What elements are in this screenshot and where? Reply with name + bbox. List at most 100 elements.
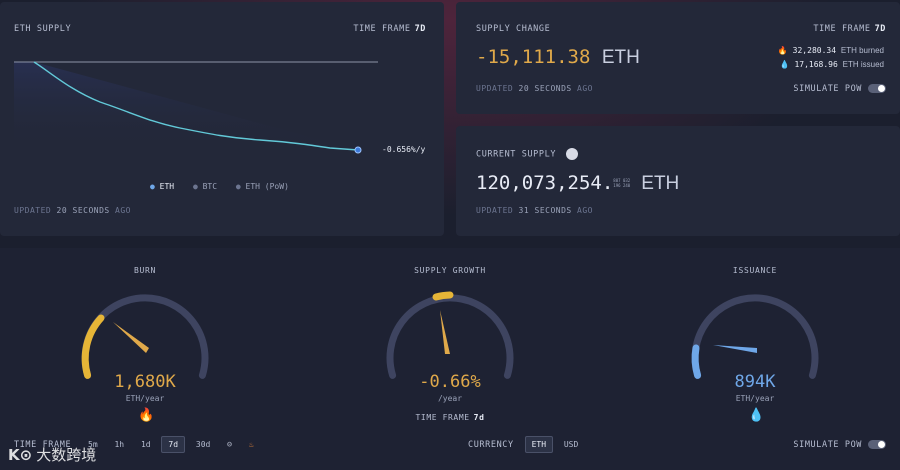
time-frame-value: 7d bbox=[473, 413, 485, 422]
current-supply-decimals: 807 032 196 240 bbox=[613, 178, 637, 188]
fire-icon: 🔥 bbox=[777, 46, 788, 55]
time-frame-label: TIME FRAME bbox=[415, 413, 470, 422]
current-supply-title: CURRENT SUPPLY bbox=[476, 149, 557, 160]
simulate-pow-label: SIMULATE PoW bbox=[793, 84, 862, 94]
burn-gauge-fill bbox=[81, 314, 105, 379]
currency-selector: CURRENCY ETH USD bbox=[468, 436, 584, 453]
time-frame-value: 7d bbox=[414, 24, 426, 34]
current-supply-title-row: CURRENT SUPPLY bbox=[476, 148, 578, 160]
burn-title: BURN bbox=[133, 266, 157, 275]
time-frame-label: TIME FRAME bbox=[813, 24, 871, 34]
legend-btc-label: BTC bbox=[202, 182, 218, 191]
footer-time-frame-label: TIME FRAME bbox=[14, 440, 72, 450]
current-supply-value: 120,073,254. bbox=[476, 172, 614, 194]
current-supply-updated: UPDATED 31 SECONDS AGO bbox=[476, 206, 593, 215]
eth-supply-time-frame[interactable]: TIME FRAME 7d bbox=[353, 24, 426, 34]
watermark: K⊙ 大数跨境 bbox=[8, 444, 96, 465]
growth-unit: /year bbox=[437, 394, 463, 403]
watermark-text: 大数跨境 bbox=[36, 446, 97, 464]
legend-eth[interactable]: ● ETH bbox=[150, 182, 174, 191]
issuance-unit: ETH/year bbox=[735, 394, 775, 403]
issuance-value: 894K bbox=[734, 372, 776, 392]
current-supply-value-row: 120,073,254. 807 032 196 240 ETH bbox=[476, 172, 679, 195]
supply-change-unit: ETH bbox=[601, 47, 640, 68]
eth-supply-updated: UPDATED 20 SECONDS AGO bbox=[14, 206, 131, 215]
time-frame-5m-button[interactable]: 5m bbox=[88, 440, 98, 449]
time-frame-1h-button[interactable]: 1h bbox=[114, 440, 125, 449]
simulate-pow-label: SIMULATE PoW bbox=[793, 440, 862, 450]
simulate-pow-switch[interactable] bbox=[868, 440, 886, 449]
updated-suffix: AGO bbox=[577, 206, 593, 215]
supply-change-card: SUPPLY CHANGE TIME FRAME 7d -15,111.38 ET… bbox=[456, 2, 900, 114]
droplet-icon: 💧 bbox=[779, 60, 790, 69]
eth-supply-title: ETH SUPPLY bbox=[14, 24, 72, 34]
growth-time-frame[interactable]: TIME FRAME 7d bbox=[370, 413, 530, 422]
time-frame-label: TIME FRAME bbox=[353, 24, 411, 34]
supply-change-time-frame[interactable]: TIME FRAME 7d bbox=[813, 24, 886, 34]
burned-label: ETH burned bbox=[840, 46, 884, 55]
burned-row: 🔥 32,280.34 ETH burned bbox=[778, 46, 884, 55]
eth-supply-end-marker bbox=[354, 146, 362, 154]
supply-change-updated: UPDATED 20 SECONDS AGO bbox=[476, 84, 593, 93]
burn-gauge bbox=[81, 294, 209, 379]
supply-change-value-row: -15,111.38 ETH bbox=[476, 46, 640, 69]
time-frame-value: 7d bbox=[874, 24, 886, 34]
burn-value: 1,680K bbox=[114, 372, 176, 392]
gauges-section: BURN 1,680K ETH/year 🔥 SUPPLY GROWTH -0.… bbox=[0, 248, 900, 470]
eth-supply-chart bbox=[14, 61, 378, 154]
eth-supply-card: ETH SUPPLY TIME FRAME 7d -0.656%/y ● ETH … bbox=[0, 2, 444, 236]
issuance-droplet-icon: 💧 bbox=[748, 408, 765, 423]
updated-value: 20 SECONDS bbox=[56, 206, 110, 215]
london-time-frame-icon[interactable]: ♨ bbox=[248, 440, 254, 449]
issued-row: 💧 17,168.96 ETH issued bbox=[780, 60, 884, 69]
chart-legend: ● ETH ● BTC ● ETH (PoW) bbox=[150, 182, 289, 191]
updated-value: 31 SECONDS bbox=[518, 206, 572, 215]
time-frame-selector: TIME FRAME 5m 1h 1d 7d 30d ☹ ♨ bbox=[14, 436, 260, 453]
legend-btc[interactable]: ● BTC bbox=[193, 182, 217, 191]
time-frame-30d-button[interactable]: 30d bbox=[195, 440, 211, 449]
supply-change-value: -15,111.38 bbox=[476, 46, 591, 68]
legend-eth-pow-dot: ● bbox=[235, 182, 241, 191]
decimal-group: 807 bbox=[613, 178, 621, 183]
issuance-title: ISSUANCE bbox=[732, 266, 778, 275]
current-supply-unit: ETH bbox=[641, 173, 680, 194]
current-supply-card: CURRENT SUPPLY 120,073,254. 807 032 196 … bbox=[456, 126, 900, 236]
supply-rate-label: -0.656%/y bbox=[382, 145, 426, 154]
footer-simulate-pow-toggle[interactable]: SIMULATE PoW bbox=[793, 440, 886, 450]
time-frame-1d-button[interactable]: 1d bbox=[140, 440, 151, 449]
decimal-group: 240 bbox=[622, 182, 631, 188]
decimal-group: 032 bbox=[622, 178, 631, 183]
growth-gauge-fill bbox=[432, 291, 454, 301]
burned-value: 32,280.34 bbox=[792, 46, 837, 55]
updated-prefix: UPDATED bbox=[14, 206, 52, 215]
merge-time-frame-icon[interactable]: ☹ bbox=[227, 440, 232, 449]
watermark-logo-icon: K⊙ bbox=[8, 446, 33, 464]
issuance-gauge-needle bbox=[713, 345, 757, 353]
issuance-gauge bbox=[691, 294, 819, 379]
simulate-pow-toggle[interactable]: SIMULATE PoW bbox=[793, 84, 886, 94]
time-frame-7d-button[interactable]: 7d bbox=[161, 436, 186, 453]
legend-eth-dot: ● bbox=[150, 182, 155, 191]
updated-suffix: AGO bbox=[577, 84, 593, 93]
face-icon bbox=[565, 148, 578, 160]
burn-fire-icon: 🔥 bbox=[138, 408, 155, 423]
decimal-group: 196 bbox=[613, 182, 621, 188]
burn-gauge-track bbox=[81, 294, 209, 379]
issued-label: ETH issued bbox=[842, 60, 884, 69]
currency-eth-button[interactable]: ETH bbox=[524, 436, 554, 453]
growth-gauge-needle bbox=[440, 310, 450, 354]
currency-usd-button[interactable]: USD bbox=[563, 440, 579, 449]
legend-eth-pow-label: ETH (PoW) bbox=[245, 182, 289, 191]
legend-btc-dot: ● bbox=[192, 182, 198, 191]
updated-value: 20 SECONDS bbox=[518, 84, 572, 93]
growth-title: SUPPLY GROWTH bbox=[414, 266, 486, 275]
growth-gauge-track bbox=[386, 294, 514, 379]
growth-gauge bbox=[386, 291, 514, 379]
simulate-pow-switch[interactable] bbox=[868, 84, 886, 93]
updated-prefix: UPDATED bbox=[476, 206, 514, 215]
growth-value: -0.66% bbox=[419, 372, 481, 392]
burn-unit: ETH/year bbox=[125, 394, 165, 403]
legend-eth-pow[interactable]: ● ETH (PoW) bbox=[236, 182, 289, 191]
issued-value: 17,168.96 bbox=[794, 60, 838, 69]
issuance-gauge-fill bbox=[691, 344, 702, 379]
